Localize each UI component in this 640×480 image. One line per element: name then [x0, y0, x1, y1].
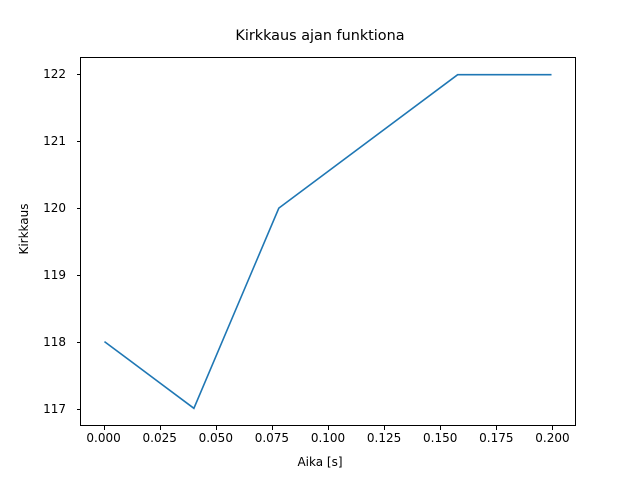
plot-axes-area: [80, 57, 576, 426]
y-tick-mark: [76, 207, 80, 209]
x-tick-label: 0.075: [254, 431, 290, 445]
chart-title: Kirkkaus ajan funktiona: [235, 28, 405, 44]
y-tick-mark: [76, 409, 80, 411]
x-axis-label: Aika [s]: [297, 455, 343, 469]
x-tick-label: 0.025: [142, 431, 177, 445]
x-tick-mark: [384, 426, 386, 430]
x-tick-label: 0.200: [535, 431, 570, 445]
y-tick-mark: [76, 275, 80, 277]
x-tick-mark: [496, 426, 498, 430]
x-tick-label: 0.000: [86, 431, 121, 445]
y-tick-mark: [76, 73, 80, 75]
x-tick-label: 0.050: [198, 431, 233, 445]
x-tick-mark: [440, 426, 442, 430]
y-tick-mark: [76, 140, 80, 142]
line-series-svg: [103, 73, 552, 410]
y-tick-mark: [76, 342, 80, 344]
x-tick-label: 0.125: [366, 431, 402, 445]
x-tick-label: 0.175: [479, 431, 514, 445]
y-tick-label: 121: [43, 133, 66, 148]
x-tick-mark: [328, 426, 329, 430]
y-tick-label: 117: [43, 402, 66, 417]
x-tick-mark: [159, 426, 161, 430]
x-tick-label: 0.100: [310, 431, 346, 445]
y-axis-label: Kirkkaus: [17, 203, 31, 255]
x-tick-label: 0.150: [423, 431, 458, 445]
x-tick-mark: [215, 426, 217, 430]
y-tick-label: 118: [43, 335, 66, 350]
x-tick-mark: [271, 426, 273, 430]
y-tick-label: 122: [43, 66, 66, 81]
x-tick-mark: [103, 426, 105, 430]
y-tick-label: 120: [43, 200, 66, 215]
x-tick-mark: [552, 426, 554, 430]
brightness-line: [103, 73, 552, 410]
y-tick-label: 119: [43, 268, 66, 283]
